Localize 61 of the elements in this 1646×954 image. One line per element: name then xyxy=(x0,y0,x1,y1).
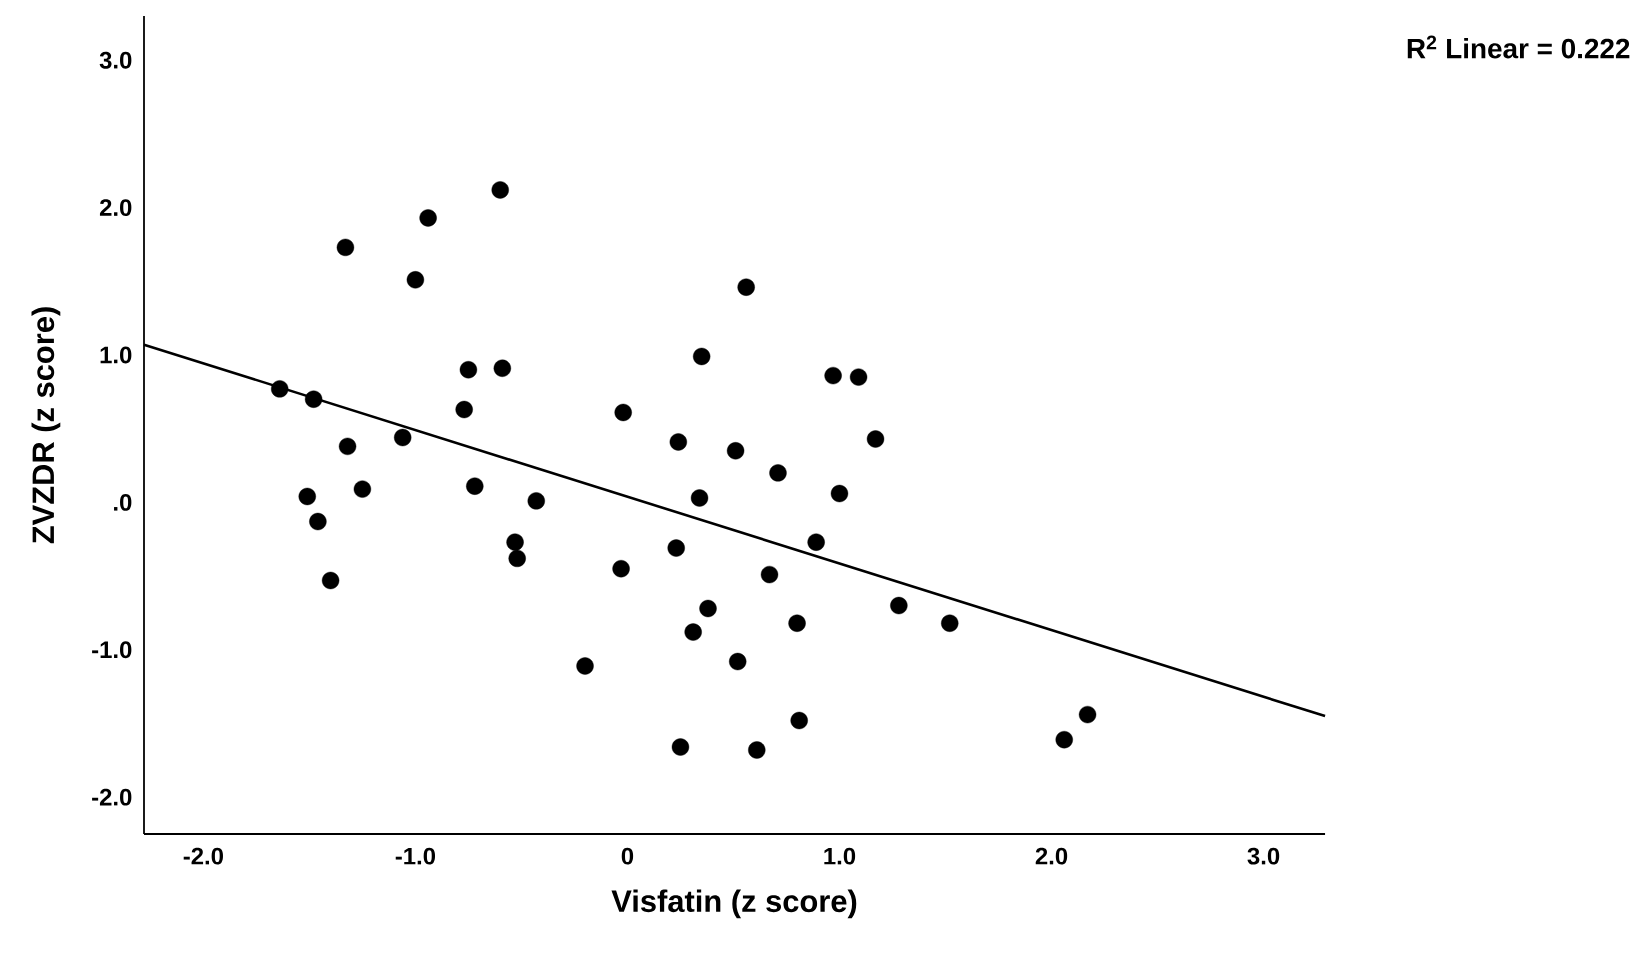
point xyxy=(824,366,842,385)
point xyxy=(807,533,825,551)
point xyxy=(493,359,512,377)
point xyxy=(692,347,711,366)
point xyxy=(406,271,425,289)
point xyxy=(612,560,630,578)
point xyxy=(690,489,709,507)
y-tick-label: -2.0 xyxy=(92,788,132,806)
point xyxy=(466,477,484,495)
point xyxy=(527,492,545,510)
point xyxy=(353,480,372,498)
point xyxy=(941,614,959,632)
point xyxy=(506,533,524,551)
text: R$^{2}$ Linear = 0.222 xyxy=(1407,35,1630,59)
y-tick-label: .0 xyxy=(114,493,132,511)
point xyxy=(336,238,355,257)
y-tick-label: 3.0 xyxy=(99,51,132,69)
point xyxy=(748,741,766,759)
point xyxy=(1055,731,1073,749)
point xyxy=(726,442,745,460)
point xyxy=(309,512,327,531)
x-tick-label: 2.0 xyxy=(1035,847,1068,865)
point xyxy=(459,361,478,379)
point xyxy=(890,596,908,615)
point xyxy=(1078,705,1097,724)
point xyxy=(669,433,687,451)
point xyxy=(830,484,849,503)
point xyxy=(321,571,340,590)
point xyxy=(576,657,594,675)
y-tick-label: 1.0 xyxy=(100,346,132,364)
point xyxy=(271,380,289,398)
point xyxy=(298,487,316,506)
point xyxy=(667,539,685,557)
x-axis-title: Visfatin (z score) xyxy=(611,889,857,919)
point xyxy=(760,565,779,584)
point xyxy=(671,738,690,756)
point xyxy=(419,209,437,227)
point xyxy=(508,549,526,568)
x-tick-label: 0 xyxy=(621,847,634,865)
x-tick-label: -2.0 xyxy=(183,847,223,865)
point xyxy=(304,390,323,408)
point xyxy=(455,400,473,419)
point xyxy=(684,623,702,641)
y-axis-title: ZVZDR (z score) xyxy=(31,307,61,544)
point xyxy=(394,428,412,447)
y-tick-label: 2.0 xyxy=(99,199,132,217)
point xyxy=(614,403,632,422)
point xyxy=(699,599,717,618)
point xyxy=(338,437,357,456)
point xyxy=(788,614,806,632)
point xyxy=(737,278,755,296)
point xyxy=(769,464,787,482)
point xyxy=(729,652,747,671)
point xyxy=(491,181,509,199)
x-tick-label: 1.0 xyxy=(824,847,856,865)
point xyxy=(866,430,885,448)
x-tick-label: 3.0 xyxy=(1247,847,1280,865)
x-tick-label: -1.0 xyxy=(395,847,436,865)
point xyxy=(790,711,808,730)
point xyxy=(849,368,868,386)
y-tick-label: -1.0 xyxy=(92,641,132,659)
